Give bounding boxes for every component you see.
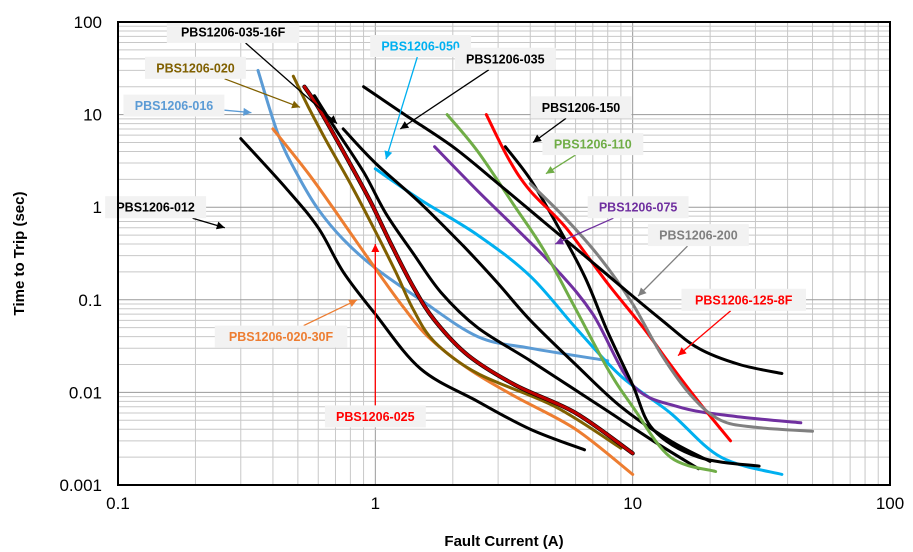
series-callout-label: PBS1206-075 xyxy=(599,201,678,215)
callout-box xyxy=(105,196,207,219)
series-callout-label: PBS1206-200 xyxy=(659,229,738,243)
callout-box xyxy=(145,56,246,79)
callout-arrowhead xyxy=(400,121,410,129)
callout-box xyxy=(324,405,426,428)
y-tick-label: 100 xyxy=(74,13,102,32)
callout-arrowhead xyxy=(638,287,647,296)
y-axis-title: Time to Trip (sec) xyxy=(11,192,28,316)
y-tick-label: 0.1 xyxy=(78,291,102,310)
series-callout-label: PBS1206-020 xyxy=(156,61,235,75)
callout-box xyxy=(587,196,689,219)
series-callout-label: PBS1206-110 xyxy=(554,138,632,152)
callout-arrow-line xyxy=(554,217,614,245)
series-line-pbs1206-020-30f xyxy=(271,127,635,476)
series-callout-label: PBS1206-020-30F xyxy=(229,330,334,344)
callout-arrow-line xyxy=(245,42,338,125)
series-line-pbs1206-035-16f xyxy=(313,94,700,471)
callout-box xyxy=(123,94,225,117)
series-line-unlabeled xyxy=(362,85,784,375)
y-tick-label: 0.001 xyxy=(59,476,102,495)
series-callout-label: PBS1206-025 xyxy=(336,410,415,424)
series-line-pbs1206-025 xyxy=(302,85,635,455)
callout-layer: PBS1206-012 PBS1206-016 PBS1206-020-30F PBS… xyxy=(105,21,806,428)
callout-arrowhead xyxy=(545,166,555,174)
y-tick-label: 10 xyxy=(83,106,102,125)
x-axis-title: Fault Current (A) xyxy=(444,533,563,550)
callout-box xyxy=(542,133,644,156)
x-tick-label: 0.1 xyxy=(106,494,130,513)
callout-box xyxy=(166,21,300,43)
callout-box xyxy=(454,47,556,70)
callout-box xyxy=(370,35,472,57)
callout-arrowhead xyxy=(216,221,225,230)
y-tick-label: 0.01 xyxy=(69,383,102,402)
plot-frame xyxy=(117,21,891,486)
callout-arrowhead xyxy=(555,237,565,245)
series-callout-label: PBS1206-035 xyxy=(466,52,545,66)
callout-box xyxy=(681,288,806,311)
series-line-pbs1206-075 xyxy=(433,145,803,425)
series-line-pbs1206-020 xyxy=(291,74,623,450)
callout-arrow-line xyxy=(385,56,418,160)
callout-arrowhead xyxy=(384,150,393,160)
callout-arrow-line xyxy=(637,245,688,297)
series-callout-label: PBS1206-125-8F xyxy=(695,293,793,307)
callout-arrowhead xyxy=(243,107,252,116)
callout-arrow-line xyxy=(303,299,358,327)
series-callout-label: PBS1206-016 xyxy=(135,99,214,113)
callout-arrowhead xyxy=(291,100,301,109)
callout-arrow-line xyxy=(677,310,732,357)
series-callout-label: PBS1206-035-16F xyxy=(181,26,286,40)
callout-arrowhead xyxy=(371,244,380,252)
series-line-pbs1206-050 xyxy=(373,167,784,476)
y-tick-label: 1 xyxy=(93,198,102,217)
callout-box xyxy=(214,325,348,348)
callout-arrowhead xyxy=(348,299,358,307)
x-tick-label: 100 xyxy=(876,494,904,513)
callout-arrowhead xyxy=(533,134,542,143)
series-callout-label: PBS1206-012 xyxy=(116,201,195,215)
series-line-pbs1206-110 xyxy=(445,113,718,473)
callout-box xyxy=(647,224,749,247)
series-line-pbs1206-200 xyxy=(528,182,814,433)
series-callout-label: PBS1206-050 xyxy=(381,40,460,54)
x-tick-label: 1 xyxy=(371,494,380,513)
x-tick-label: 10 xyxy=(623,494,642,513)
callout-arrow-line xyxy=(224,78,301,108)
callout-arrowhead xyxy=(678,347,687,356)
callout-box xyxy=(530,96,632,119)
tick-layer: 0.1 1 10 100 100 10 1 0.1 0.01 0.001 xyxy=(59,13,904,513)
callout-arrowhead xyxy=(328,115,338,124)
series-line-pbs1206-125-8f xyxy=(484,113,732,443)
series-callout-label: PBS1206-150 xyxy=(542,101,621,115)
callout-arrow-line xyxy=(399,69,490,130)
